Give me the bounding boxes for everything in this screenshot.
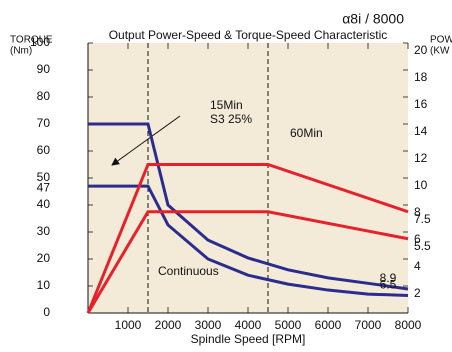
y2-tick-label: 20 bbox=[414, 43, 428, 57]
y-tick-label: 0 bbox=[43, 305, 50, 319]
y2-tick-label: 16 bbox=[414, 97, 428, 111]
y-tick-label: 70 bbox=[37, 116, 51, 130]
annotation: S3 25% bbox=[210, 112, 252, 126]
series-line bbox=[88, 184, 409, 297]
y-tick-label: 20 bbox=[37, 251, 51, 265]
y-tick-label: 10 bbox=[37, 278, 51, 292]
series-line bbox=[86, 210, 409, 314]
annotation: 15Min bbox=[210, 98, 243, 112]
y-tick-label: 80 bbox=[37, 89, 51, 103]
x-tick-label: 2000 bbox=[155, 318, 182, 332]
plot-background bbox=[88, 43, 408, 313]
y-tick-label: 90 bbox=[37, 62, 51, 76]
y2-axis-label: (KW bbox=[430, 46, 450, 57]
y-tick-label: 30 bbox=[37, 224, 51, 238]
x-tick-label: 1000 bbox=[115, 318, 142, 332]
y-tick-label: 50 bbox=[37, 170, 51, 184]
series-line bbox=[86, 163, 409, 314]
y2-tick-label: 14 bbox=[414, 124, 428, 138]
x-axis-label: Spindle Speed [RPM] bbox=[191, 332, 306, 346]
annotation-arrow bbox=[111, 115, 181, 166]
value-label: 5.5 bbox=[414, 239, 431, 253]
y2-tick-label: 2 bbox=[414, 286, 421, 300]
y2-tick-label: 4 bbox=[414, 259, 421, 273]
series-line bbox=[88, 122, 409, 291]
y2-tick-label: 18 bbox=[414, 70, 428, 84]
y-axis-label: TORQUE bbox=[10, 35, 53, 46]
y2-tick-label: 8 bbox=[414, 205, 421, 219]
x-tick-label: 7000 bbox=[355, 318, 382, 332]
y-tick-label: 100 bbox=[30, 35, 50, 49]
x-tick-label: 6000 bbox=[315, 318, 342, 332]
value-label: 7.5 bbox=[414, 212, 431, 226]
y2-axis-label: POW bbox=[430, 35, 452, 46]
chart-title: Output Power-Speed & Torque-Speed Charac… bbox=[109, 28, 388, 42]
x-tick-label: 8000 bbox=[395, 318, 422, 332]
value-label: 6.5 bbox=[380, 278, 397, 292]
y2-tick-label: 10 bbox=[414, 178, 428, 192]
y2-tick-label: 6 bbox=[414, 232, 421, 246]
y-axis-label: (Nm) bbox=[10, 46, 32, 57]
annotation: Continuous bbox=[158, 264, 219, 278]
x-tick-label: 5000 bbox=[275, 318, 302, 332]
value-label: 47 bbox=[37, 180, 51, 194]
y2-tick-label: 12 bbox=[414, 151, 428, 165]
y-tick-label: 60 bbox=[37, 143, 51, 157]
annotation: 60Min bbox=[290, 126, 323, 140]
value-label: 8.9 bbox=[380, 271, 397, 285]
x-tick-label: 3000 bbox=[195, 318, 222, 332]
x-tick-label: 4000 bbox=[235, 318, 262, 332]
y-tick-label: 40 bbox=[37, 197, 51, 211]
model-label: α8i / 8000 bbox=[342, 11, 404, 27]
